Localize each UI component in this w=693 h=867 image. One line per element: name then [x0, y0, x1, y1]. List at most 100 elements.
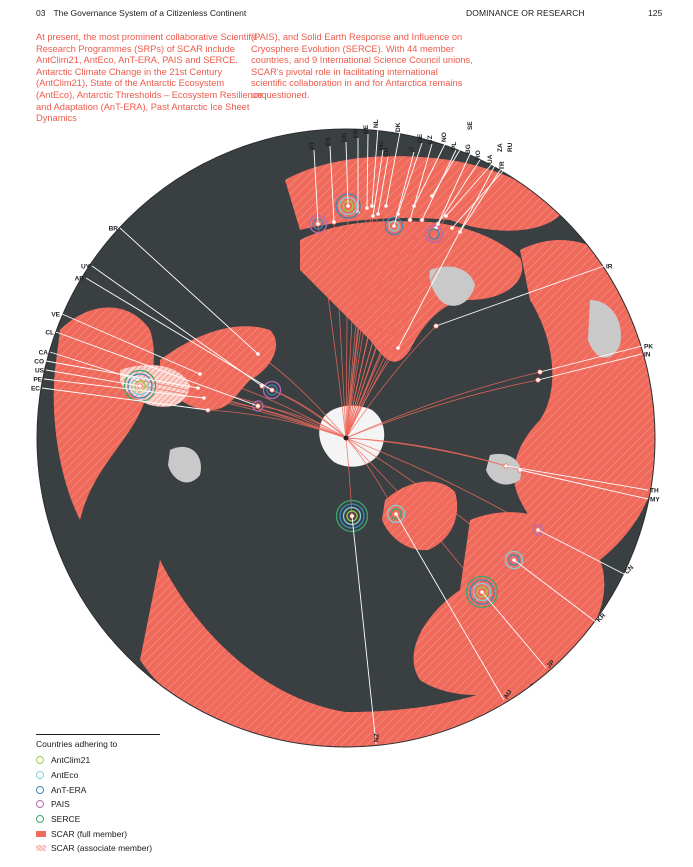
country-label: TR — [499, 161, 506, 170]
connection-line — [345, 207, 368, 439]
country-label: NZ — [374, 733, 381, 742]
chapter-title: The Governance System of a Citizenless C… — [53, 8, 247, 18]
south-pole-marker — [343, 435, 349, 441]
country-label: RO — [475, 150, 482, 160]
intro-column-2: (PAIS), and Solid Earth Response and Inf… — [251, 32, 473, 100]
label-pointers — [41, 127, 649, 745]
country-label: KR — [596, 612, 608, 624]
country-label: NL — [373, 119, 380, 128]
legend-ring-icon — [36, 815, 44, 824]
country-label: CO — [34, 359, 44, 366]
country-label: JP — [546, 659, 557, 670]
legend-item: AntClim21 — [36, 753, 160, 768]
connection-line — [345, 437, 521, 471]
country-label: US — [35, 368, 45, 375]
programme-ring — [252, 400, 264, 412]
country-label: AU — [503, 689, 514, 701]
programme-ring — [335, 499, 369, 533]
label-pointer — [61, 313, 201, 375]
country-label: VE — [51, 312, 60, 319]
programme-ring — [386, 504, 406, 524]
label-pointer — [45, 369, 141, 387]
full-member-swatch — [36, 830, 46, 837]
label-pointer — [371, 127, 379, 207]
country-label: PL — [451, 142, 458, 150]
label-pointer — [435, 153, 471, 229]
landmass-outer-ring — [140, 560, 560, 747]
connection-line — [345, 215, 374, 439]
connection-line — [257, 353, 347, 439]
connection-lines — [137, 195, 541, 593]
label-pointer — [395, 513, 505, 701]
running-header: 03 The Governance System of a Citizenless… — [36, 8, 246, 18]
country-label: PK — [644, 344, 653, 351]
legend-item: AnT-ERA — [36, 782, 160, 797]
label-pointer — [437, 159, 481, 225]
label-pointer — [313, 149, 319, 225]
label-pointer — [49, 351, 139, 381]
label-pointer — [451, 169, 505, 229]
connection-line — [207, 409, 347, 439]
country-label: CA — [39, 350, 49, 357]
programme-ring — [346, 510, 358, 522]
label-pointer — [366, 133, 369, 209]
country-label: AR — [75, 276, 85, 283]
connection-line — [345, 205, 349, 439]
programme-ring — [428, 228, 440, 240]
connection-line — [345, 437, 539, 531]
label-pointer — [377, 156, 389, 215]
programme-ring — [424, 224, 444, 244]
label-pointer — [513, 559, 597, 623]
country-label: CZ — [427, 135, 434, 144]
connection-line — [345, 325, 437, 439]
label-pointer — [351, 515, 377, 745]
country-label: DE — [417, 133, 424, 143]
country-label: IN — [644, 352, 651, 359]
country-label: MC — [378, 140, 385, 150]
country-label: CL — [45, 330, 54, 337]
programme-ring — [308, 214, 328, 234]
country-label: NO — [441, 132, 448, 142]
country-label: MY — [650, 497, 660, 504]
label-pointer — [435, 265, 605, 327]
landmass-east-asia — [413, 512, 605, 695]
connection-line — [203, 397, 347, 439]
legend-title: Countries adhering to — [36, 739, 118, 749]
connection-line — [345, 437, 483, 593]
country-label: FR — [353, 129, 360, 138]
label-pointer — [539, 345, 643, 373]
country-label: BE — [363, 124, 370, 134]
connection-line — [345, 213, 379, 439]
connection-line — [345, 227, 453, 439]
legend-ring-icon — [36, 771, 44, 780]
programme-ring — [476, 586, 488, 598]
programme-ring — [465, 575, 499, 609]
landmass-nonmember-africa — [429, 266, 475, 306]
connection-line — [345, 231, 461, 439]
landmass-nonmember-seasia — [486, 453, 521, 485]
label-pointer — [43, 378, 205, 399]
country-label: CN — [624, 564, 636, 576]
landmass-americas-left — [53, 307, 154, 520]
connection-line — [345, 379, 539, 439]
legend-item: SERCE — [36, 812, 160, 827]
section-title: DOMINANCE OR RESEARCH — [466, 8, 585, 18]
label-pointer — [91, 265, 263, 387]
programme-ring — [384, 216, 404, 236]
connection-line — [345, 205, 415, 439]
connection-line — [317, 223, 347, 439]
label-pointer — [397, 151, 503, 349]
programme-ring — [339, 503, 365, 529]
landmass-nonmember-americas — [168, 446, 201, 483]
label-pointer — [41, 387, 209, 411]
country-label: CH — [383, 147, 390, 157]
programme-ring — [266, 384, 278, 396]
page-number: 125 — [648, 8, 663, 18]
legend: Countries adhering to AntClim21 AntEco AnT… — [36, 734, 160, 856]
chapter-number: 03 — [36, 8, 46, 18]
label-pointer — [345, 141, 349, 207]
legend-associate-member: SCAR (associate member) — [36, 841, 160, 856]
label-pointer — [505, 465, 649, 491]
connection-line — [345, 223, 439, 439]
